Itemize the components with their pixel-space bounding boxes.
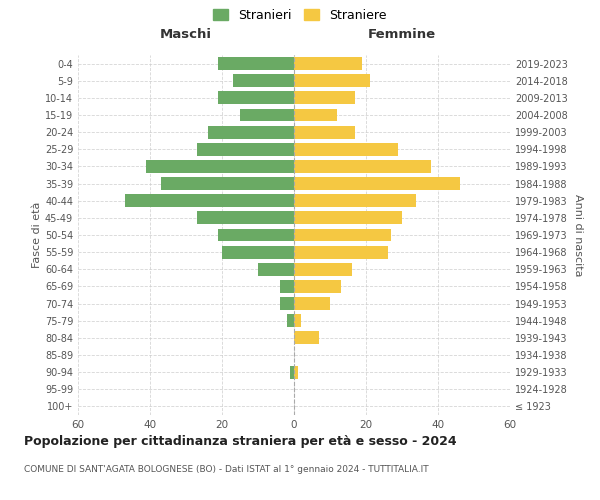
Bar [197,143,294,156]
Bar [240,108,294,122]
Bar [294,246,388,258]
Bar [161,177,294,190]
Legend: Stranieri, Straniere: Stranieri, Straniere [211,6,389,24]
Y-axis label: Anni di nascita: Anni di nascita [573,194,583,276]
Bar [294,177,460,190]
Bar [294,194,416,207]
Text: COMUNE DI SANT'AGATA BOLOGNESE (BO) - Dati ISTAT al 1° gennaio 2024 - TUTTITALIA: COMUNE DI SANT'AGATA BOLOGNESE (BO) - Da… [24,465,428,474]
Bar [218,57,294,70]
Bar [294,314,301,327]
Bar [125,194,294,207]
Bar [208,126,294,138]
Bar [222,246,294,258]
Bar [294,280,341,293]
Bar [233,74,294,87]
Bar [218,92,294,104]
Y-axis label: Fasce di età: Fasce di età [32,202,42,268]
Bar [294,297,330,310]
Bar [294,160,431,173]
Bar [280,297,294,310]
Text: Maschi: Maschi [160,28,212,40]
Bar [294,74,370,87]
Bar [294,126,355,138]
Text: Popolazione per cittadinanza straniera per età e sesso - 2024: Popolazione per cittadinanza straniera p… [24,435,457,448]
Bar [294,92,355,104]
Bar [146,160,294,173]
Bar [294,332,319,344]
Bar [258,263,294,276]
Bar [294,228,391,241]
Bar [218,228,294,241]
Bar [294,366,298,378]
Bar [294,143,398,156]
Text: Femmine: Femmine [368,28,436,40]
Bar [287,314,294,327]
Bar [294,263,352,276]
Bar [197,212,294,224]
Bar [280,280,294,293]
Bar [294,57,362,70]
Bar [294,108,337,122]
Bar [294,212,402,224]
Bar [290,366,294,378]
